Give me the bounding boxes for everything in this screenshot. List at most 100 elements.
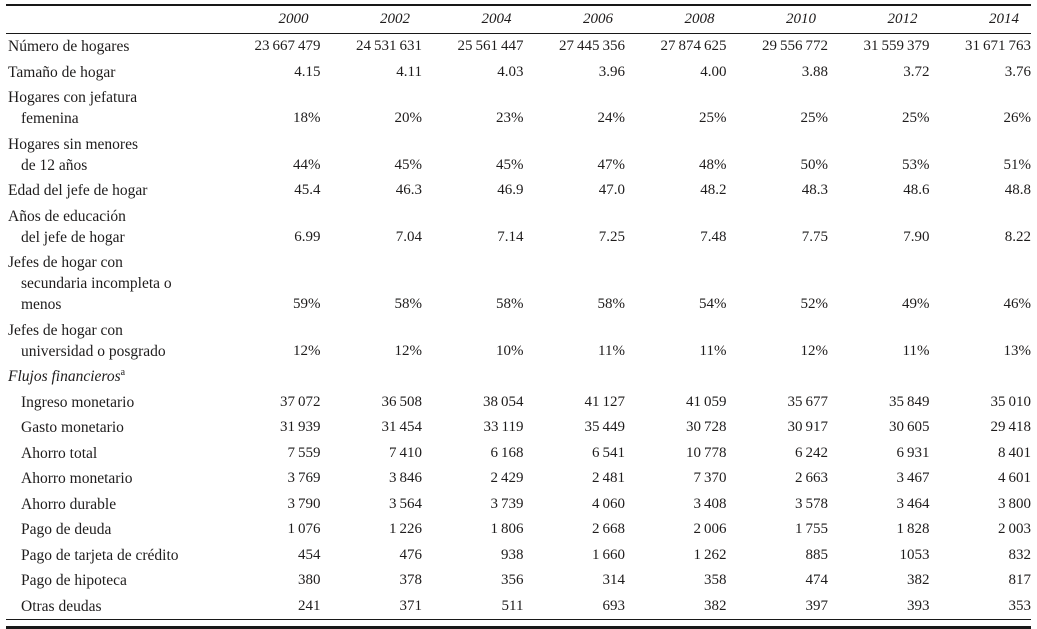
value-cell: 454: [298, 546, 321, 563]
value-cell: 25 561 447: [457, 38, 524, 54]
value-cell: 4.15: [294, 63, 321, 80]
row-label: Ingreso monetario: [6, 390, 219, 416]
value-cell: 45.4: [294, 182, 321, 198]
table-row: Jefes de hogar con universidad o posgrado…: [6, 318, 1031, 365]
row-label: Flujos financierosa: [6, 364, 219, 390]
value-cell: 2 429: [490, 470, 524, 486]
value-cell: [321, 364, 423, 390]
year-column-header: 2002: [380, 11, 410, 27]
year-column-header: 2012: [887, 11, 918, 27]
value-cell: 382: [907, 572, 930, 588]
value-cell: 6 931: [896, 444, 930, 461]
value-cell: 26%: [1003, 110, 1032, 126]
value-cell: 4.11: [396, 63, 422, 80]
value-cell: 7.90: [903, 228, 930, 245]
value-cell: 8.22: [1004, 228, 1031, 245]
value-cell: 371: [399, 597, 423, 614]
value-cell: 41 127: [584, 393, 625, 410]
value-cell: 53%: [902, 156, 930, 173]
table-row: Pago de tarjeta de crédito 454 476 938 1 660…: [6, 543, 1031, 569]
row-label-line: Número de hogares: [8, 38, 130, 55]
value-cell: 1 806: [490, 521, 524, 537]
row-label: Pago de deuda: [6, 517, 219, 543]
value-cell: 48%: [699, 156, 727, 173]
value-cell: 3.88: [801, 63, 828, 80]
value-cell: 3 464: [896, 495, 930, 512]
value-cell: 24 531 631: [355, 38, 422, 54]
value-cell: 511: [501, 597, 524, 614]
value-cell: 1 828: [896, 521, 930, 537]
value-cell: 397: [805, 597, 829, 614]
value-cell: 356: [501, 572, 524, 588]
value-cell: 30 605: [888, 419, 930, 435]
value-cell: 7.14: [497, 228, 524, 245]
row-label-line: del jefe de hogar: [21, 228, 125, 246]
household-statistics-table: 2000 2002 2004 2006 2008 2010 2012 2014 Número …: [6, 4, 1031, 619]
value-cell: 6 541: [591, 444, 625, 461]
row-label-line: Hogares con jefatura: [8, 89, 138, 106]
value-cell: 3.72: [903, 63, 930, 80]
value-cell: 885: [805, 546, 829, 563]
row-label: Ahorro monetario: [6, 466, 219, 492]
value-cell: 7.04: [395, 228, 422, 245]
value-cell: 49%: [902, 296, 930, 312]
value-cell: 23 667 479: [254, 38, 321, 54]
row-label-line: Edad del jefe de hogar: [8, 182, 148, 199]
table-row: Ahorro durable 3 790 3 564 3 739 4 060 3 408 3…: [6, 492, 1031, 518]
value-cell: 2 003: [997, 521, 1031, 537]
year-header-row: 2000 2002 2004 2006 2008 2010 2012 2014: [6, 5, 1031, 34]
value-cell: 7 559: [287, 444, 321, 461]
value-cell: 1 660: [591, 546, 625, 563]
value-cell: 35 449: [584, 419, 625, 435]
bottom-thin-rule: [6, 619, 1031, 620]
table-row: Hogares sin menores de 12 años 44% 45% 45% 47…: [6, 132, 1031, 179]
value-cell: 12%: [800, 342, 829, 359]
value-cell: 25%: [699, 110, 727, 126]
value-cell: 24%: [597, 110, 626, 126]
value-cell: 31 671 763: [964, 38, 1031, 54]
value-cell: 3 769: [287, 470, 321, 486]
row-label-line: menos: [21, 296, 62, 313]
value-cell: 378: [399, 572, 423, 588]
value-cell: 7.75: [801, 228, 828, 245]
row-label-line: Ahorro durable: [21, 495, 117, 513]
value-cell: 58%: [394, 296, 423, 312]
value-cell: 358: [704, 572, 727, 588]
row-label: Hogares con jefatura femenina: [6, 85, 219, 132]
row-label-line: Ahorro total: [21, 444, 98, 462]
value-cell: 4.03: [497, 63, 524, 80]
table-row: Edad del jefe de hogar 45.4 46.3 46.9 47.0 48…: [6, 178, 1031, 204]
value-cell: 8 401: [997, 444, 1031, 461]
row-label-line: de 12 años: [21, 156, 88, 174]
value-cell: 2 481: [591, 470, 625, 486]
value-cell: 48.3: [801, 182, 828, 198]
value-cell: 2 668: [591, 521, 625, 537]
value-cell: 29 418: [990, 419, 1031, 435]
row-label: Gasto monetario: [6, 415, 219, 441]
value-cell: 50%: [800, 156, 829, 173]
row-label-line: Hogares sin menores: [8, 135, 138, 153]
row-label: Edad del jefe de hogar: [6, 178, 219, 204]
value-cell: 6 168: [490, 444, 524, 461]
table-row: Pago de deuda 1 076 1 226 1 806 2 668 2 006 1 …: [6, 517, 1031, 543]
row-label: Número de hogares: [6, 34, 219, 60]
value-cell: [727, 364, 829, 390]
table-row: Gasto monetario 31 939 31 454 33 119 35 449 3…: [6, 415, 1031, 441]
row-label-line: secundaria incompleta o: [21, 275, 172, 292]
value-cell: 3 739: [490, 495, 524, 512]
value-cell: 27 445 356: [558, 38, 625, 54]
value-cell: [625, 364, 727, 390]
value-cell: 1 755: [794, 521, 828, 537]
value-cell: 59%: [293, 296, 321, 312]
value-cell: 817: [1008, 572, 1032, 588]
value-cell: 35 849: [888, 393, 930, 410]
value-cell: 41 059: [685, 393, 727, 410]
value-cell: 48.6: [903, 182, 930, 198]
row-label-line: Flujos financierosa: [8, 366, 126, 385]
value-cell: 58%: [597, 296, 626, 312]
value-cell: 241: [298, 597, 321, 614]
row-label-line: Gasto monetario: [21, 419, 124, 436]
row-label-line: Ingreso monetario: [21, 393, 135, 411]
value-cell: 11%: [902, 342, 930, 359]
value-cell: 35 010: [990, 393, 1031, 410]
